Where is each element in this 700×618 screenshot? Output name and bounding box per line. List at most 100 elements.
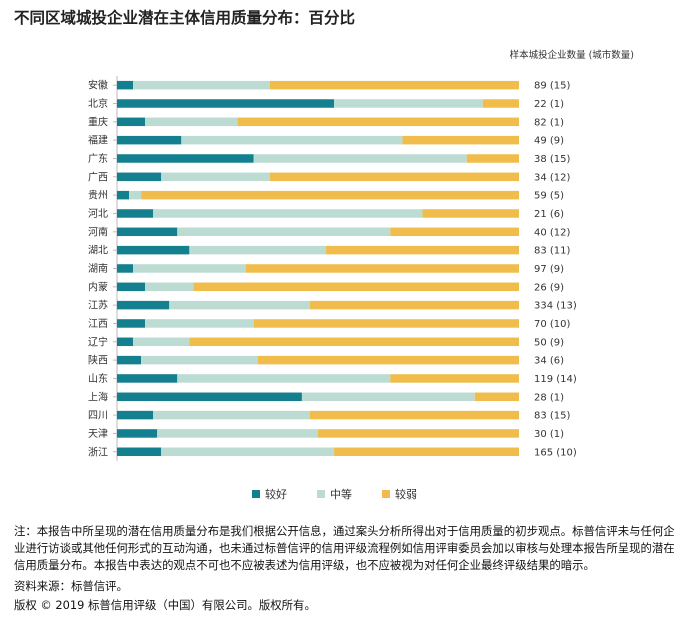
bar-segment-weak [390, 227, 519, 237]
bar-segment-weak [466, 154, 519, 163]
category-label: 安徽 [88, 79, 108, 92]
bar-segment-good [117, 410, 154, 420]
bar-segment-good [117, 80, 134, 90]
bar-segment-weak [193, 282, 519, 292]
sample-count-label: 28 (1) [534, 392, 564, 403]
bar-segment-medium [133, 337, 190, 347]
bar-segment-good [117, 337, 134, 347]
category-label: 广东 [88, 152, 108, 165]
bar-segment-weak [309, 410, 519, 420]
legend-item-weak: 较弱 [382, 486, 417, 502]
bar-segment-medium [133, 264, 246, 273]
category-label: 河北 [88, 208, 108, 220]
bar-segment-medium [145, 282, 194, 292]
bar-segment-good [117, 319, 146, 328]
bar-segment-weak [237, 117, 519, 127]
bar-segment-medium [161, 447, 335, 457]
bar-segment-medium [169, 300, 310, 310]
legend-item-good: 较好 [252, 486, 287, 502]
legend-swatch-medium [317, 490, 325, 498]
bar-segment-medium [334, 99, 483, 108]
bar-segment-weak [189, 337, 520, 347]
sample-count-label: 83 (15) [534, 411, 571, 422]
bar-segment-weak [245, 264, 519, 273]
category-label: 山东 [88, 372, 108, 385]
sample-count-label: 22 (1) [534, 99, 564, 110]
category-label: 湖北 [88, 245, 108, 257]
disclaimer-note: 注：本报告中所呈现的潜在信用质量分布是我们根据公开信息，通过案头分析所得出对于信… [14, 524, 675, 572]
bar-segment-medium [253, 154, 467, 163]
bar-segment-medium [129, 190, 142, 200]
bar-segment-weak [318, 429, 519, 438]
legend-label-weak: 较弱 [395, 488, 417, 501]
category-label: 福建 [88, 134, 108, 147]
bar-segment-good [117, 117, 146, 127]
category-label: 浙江 [88, 446, 108, 458]
category-label: 江西 [88, 318, 108, 330]
sample-count-label: 34 (12) [534, 172, 571, 183]
bar-segment-weak [253, 319, 519, 328]
legend: 较好 中等 较弱 [252, 486, 417, 502]
legend-swatch-good [252, 490, 260, 498]
bar-segment-weak [402, 135, 519, 145]
bar-segment-good [117, 99, 335, 108]
chart-title: 不同区域城投企业潜在主体信用质量分布：百分比 [14, 9, 356, 27]
sample-count-label: 26 (9) [534, 282, 564, 293]
bar-segment-good [117, 190, 130, 200]
category-label: 上海 [88, 390, 108, 403]
bar-segment-good [117, 300, 170, 310]
category-label: 陕西 [88, 354, 108, 367]
bar-segment-good [117, 245, 190, 255]
sample-count-label: 89 (15) [534, 81, 571, 92]
bar-segment-medium [133, 80, 270, 90]
bar-segment-weak [474, 392, 519, 402]
bar-segment-good [117, 282, 146, 292]
category-label: 江苏 [88, 299, 108, 312]
bar-segment-weak [141, 190, 519, 200]
bar-segment-good [117, 264, 134, 273]
bar-segment-medium [141, 355, 258, 365]
sample-count-label: 34 (6) [534, 356, 564, 367]
bar-segment-good [117, 355, 142, 365]
sample-count-label: 50 (9) [534, 337, 564, 348]
bar-segment-good [117, 447, 162, 457]
bar-segment-medium [181, 135, 403, 145]
stacked-bar-chart: 安徽 89 (15) 北京 22 (1) 重庆 82 (1) 福建 49 (9) 广东 38 (1… [88, 76, 577, 461]
sample-count-label: 40 (12) [534, 227, 571, 238]
sample-count-label: 30 (1) [534, 429, 564, 440]
bar-segment-medium [145, 117, 238, 127]
copyright-note: 版权 © 2019 标普信用评级（中国）有限公司。版权所有。 [14, 598, 316, 612]
legend-label-good: 较好 [265, 488, 287, 501]
category-label: 河南 [88, 225, 108, 238]
bar-segment-weak [309, 300, 519, 310]
bar-segment-medium [153, 209, 423, 218]
bar-segment-medium [153, 410, 310, 420]
bar-segment-medium [177, 374, 391, 383]
category-label: 天津 [88, 428, 108, 440]
category-label: 内蒙 [88, 280, 108, 293]
bar-segment-good [117, 227, 178, 237]
bar-segment-good [117, 154, 254, 163]
category-label: 辽宁 [88, 335, 108, 348]
legend-item-medium: 中等 [317, 486, 352, 502]
bar-segment-medium [145, 319, 254, 328]
sample-count-label: 38 (15) [534, 154, 571, 165]
legend-label-medium: 中等 [330, 488, 352, 501]
bar-segment-medium [161, 172, 270, 182]
sample-count-label: 59 (5) [534, 191, 564, 202]
bar-segment-medium [157, 429, 318, 438]
sample-count-header: 样本城投企业数量 (城市数量) [509, 50, 634, 61]
bar-segment-weak [422, 209, 519, 218]
category-label: 湖南 [88, 262, 108, 275]
legend-swatch-weak [382, 490, 390, 498]
bar-segment-good [117, 172, 162, 182]
bar-segment-good [117, 209, 154, 218]
sample-count-label: 82 (1) [534, 117, 564, 128]
category-label: 四川 [88, 411, 108, 422]
sample-count-label: 21 (6) [534, 209, 564, 220]
sample-count-label: 70 (10) [534, 319, 571, 330]
bar-segment-good [117, 429, 158, 438]
bar-segment-weak [390, 374, 519, 383]
bar-segment-weak [326, 245, 519, 255]
sample-count-label: 334 (13) [534, 301, 577, 312]
